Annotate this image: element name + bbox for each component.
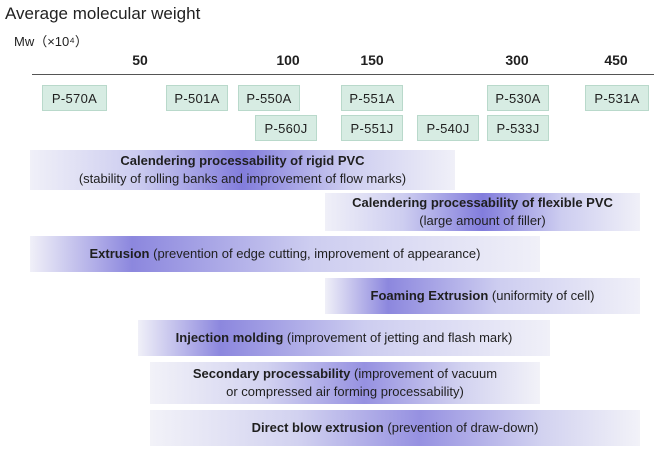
grade-p-551j: P-551J (341, 115, 403, 141)
bar-foaming-extrusion: Foaming Extrusion (uniformity of cell) (325, 278, 640, 314)
bar-detail: (prevention of draw-down) (387, 420, 539, 435)
grade-p-531a: P-531A (585, 85, 649, 111)
grade-p-551a: P-551A (341, 85, 403, 111)
axis-tick-450: 450 (604, 52, 628, 68)
axis-tick-100: 100 (276, 52, 300, 68)
grade-p-570a: P-570A (42, 85, 107, 111)
axis-tick-50: 50 (132, 52, 148, 68)
bar-title: Calendering processability of flexible P… (352, 195, 613, 210)
bar-extrusion: Extrusion (prevention of edge cutting, i… (30, 236, 540, 272)
bar-title: Injection molding (175, 330, 284, 345)
bar-title: Calendering processability of rigid PVC (120, 153, 365, 168)
grade-p-540j: P-540J (417, 115, 479, 141)
axis-tick-150: 150 (360, 52, 384, 68)
bar-detail: (large amount of filler) (419, 213, 546, 228)
axis-line (32, 74, 654, 75)
bar-detail: (improvement of vacuum (354, 366, 498, 381)
bar-detail: (improvement of jetting and flash mark) (286, 330, 513, 345)
chart-title: Average molecular weight (5, 4, 201, 23)
bar-detail: (prevention of edge cutting, improvement… (153, 246, 481, 261)
bar-detail: (uniformity of cell) (491, 288, 595, 303)
grade-p-560j: P-560J (255, 115, 317, 141)
grade-p-501a: P-501A (166, 85, 228, 111)
bar-calendering-rigid-pvc: Calendering processability of rigid PVC … (30, 150, 455, 190)
bar-secondary-processability: Secondary processability (improvement of… (150, 362, 540, 404)
bar-title: Secondary processability (192, 366, 351, 381)
bar-detail: (stability of rolling banks and improvem… (78, 171, 407, 186)
bar-direct-blow-extrusion: Direct blow extrusion (prevention of dra… (150, 410, 640, 446)
bar-calendering-flexible-pvc: Calendering processability of flexible P… (325, 193, 640, 231)
bar-title: Direct blow extrusion (251, 420, 384, 435)
bar-title: Foaming Extrusion (370, 288, 489, 303)
bar-title: Extrusion (89, 246, 150, 261)
grade-p-550a: P-550A (238, 85, 300, 111)
grade-p-530a: P-530A (487, 85, 549, 111)
bar-detail-line2: or compressed air forming processability… (226, 384, 464, 399)
grade-p-533j: P-533J (487, 115, 549, 141)
axis-tick-300: 300 (505, 52, 529, 68)
axis-unit-label: Mw（×10⁴） (14, 34, 88, 49)
bar-injection-molding: Injection molding (improvement of jettin… (138, 320, 550, 356)
